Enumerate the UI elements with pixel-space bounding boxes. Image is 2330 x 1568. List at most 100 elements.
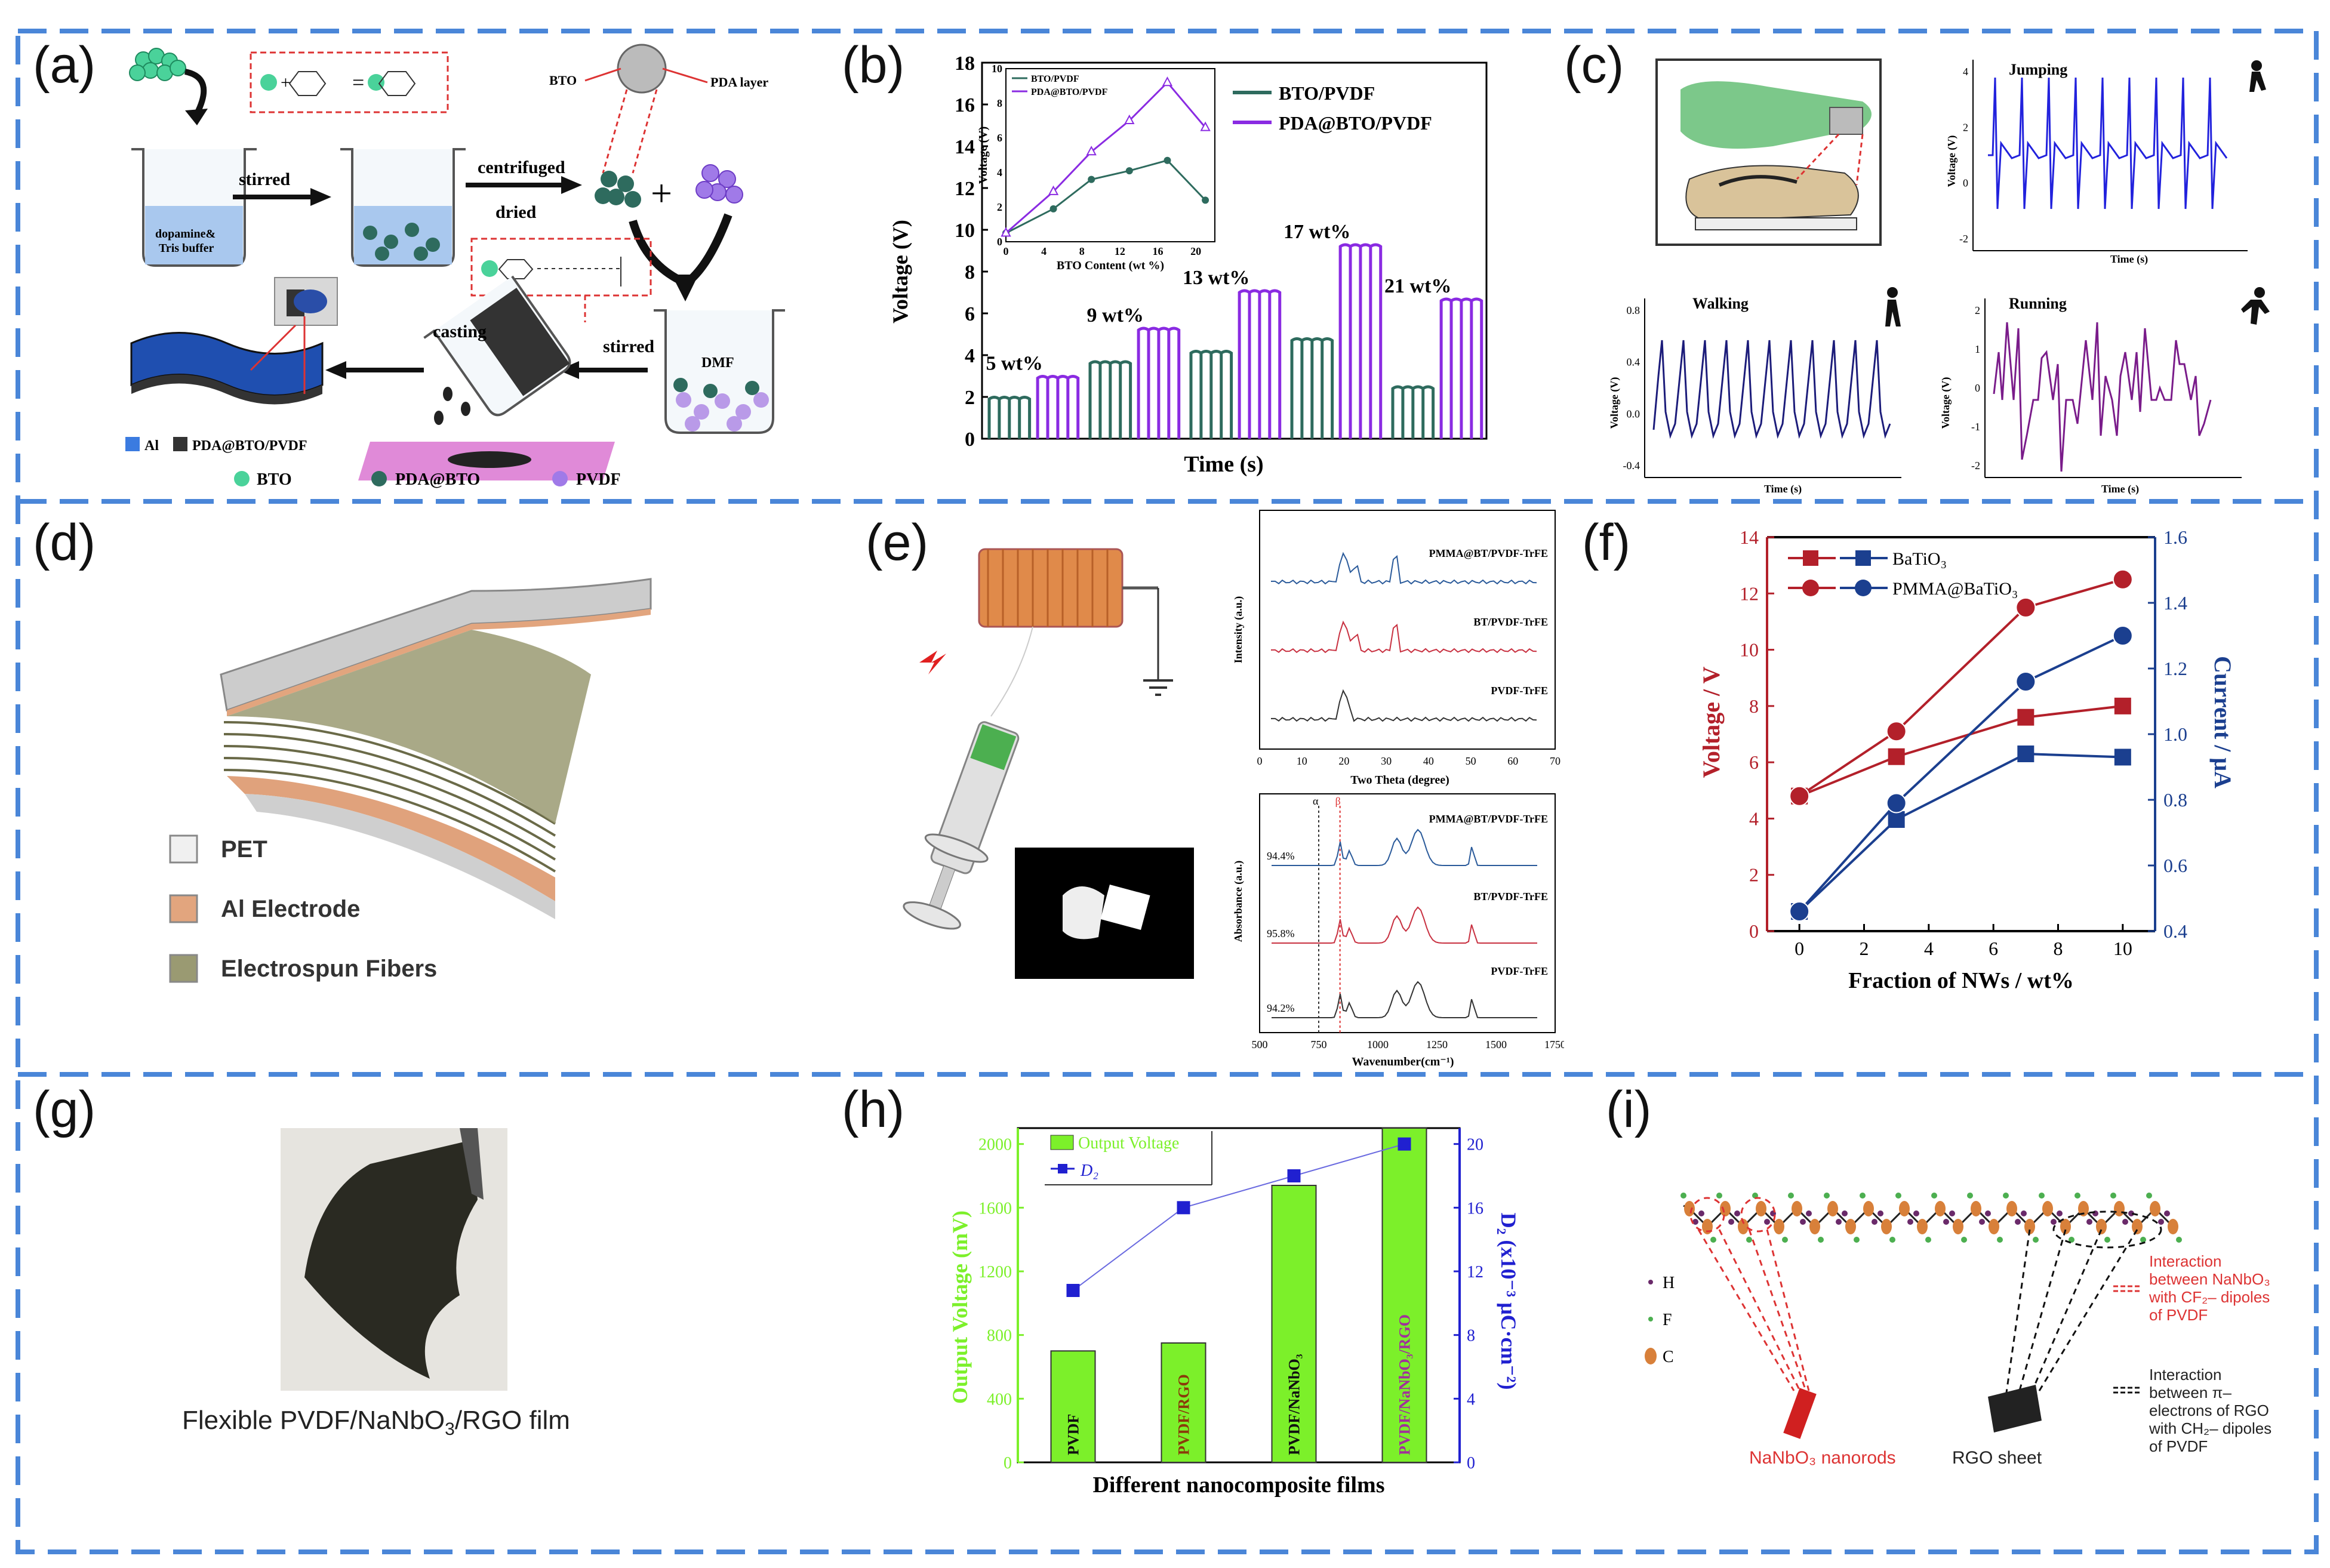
inset-ytick: 2 [997, 201, 1002, 213]
panel-d-label: (d) [33, 514, 96, 571]
side-atom [1800, 1219, 1806, 1225]
h-bar [1050, 1350, 1096, 1464]
svg-text:dried: dried [495, 202, 537, 222]
c-tick: 4 [1963, 66, 1968, 78]
pour-arrow [184, 69, 207, 115]
f-ytick-right-label: 1.6 [2163, 526, 2187, 548]
panel-a-schematic: + = dopamine& Tris buffer stirred stirre… [125, 44, 785, 489]
ftir-xtick: 1500 [1485, 1039, 1507, 1051]
c-tick: 2 [1963, 121, 1968, 133]
carbon-atom [2132, 1219, 2143, 1234]
side-atom [1746, 1237, 1752, 1243]
c-tick: 0.4 [1627, 356, 1640, 368]
inset-legend-2: PDA@BTO/PVDF [1031, 87, 1108, 97]
h-dr-point [1287, 1169, 1301, 1182]
ftir-area [1259, 793, 1556, 1033]
f-xlabel: Fraction of NWs / wt% [1848, 968, 2074, 993]
f-xtick-label: 0 [1795, 938, 1804, 959]
int2-line5: of PVDF [2149, 1437, 2208, 1455]
ftir-xtick: 500 [1252, 1039, 1268, 1051]
inset-line-0 [1005, 159, 1206, 234]
carbon-atom [2150, 1201, 2160, 1216]
inset-ytick: 6 [997, 132, 1002, 144]
svg-text:DMF: DMF [701, 355, 734, 371]
inset-point [1164, 156, 1171, 164]
xrd-xlabel: Two Theta (degree) [1350, 774, 1449, 787]
side-atom [2176, 1237, 2182, 1243]
int1-line4: of PVDF [2149, 1306, 2208, 1324]
jumping-plot: 4 2 0 -2 [1959, 60, 2248, 251]
f-ytick-left-label: 0 [1749, 920, 1759, 942]
h-ytick-right-label: 16 [1467, 1199, 1483, 1218]
walking-waveform [1652, 340, 1891, 439]
side-atom [1764, 1219, 1770, 1225]
f-xtick-label: 8 [2054, 938, 2063, 959]
side-atom [2164, 1210, 2170, 1216]
xrd-trace [1271, 552, 1537, 585]
panel-b-chart: Voltage (V) Time (s) 0 2 4 6 8 10 12 14 16 18 5 wt… [888, 53, 1488, 477]
carbon-atom [1863, 1201, 1874, 1216]
b-ytick-label: 18 [955, 53, 975, 75]
carbon-atom [2096, 1219, 2107, 1234]
xrd-area [1259, 510, 1556, 750]
f-xtick-label: 4 [1924, 938, 1934, 959]
f-xtick-label: 10 [2113, 938, 2132, 959]
carbon-atom [1881, 1219, 1892, 1234]
svg-text:dopamine&: dopamine& [155, 227, 216, 241]
side-atom [1818, 1237, 1824, 1243]
b-ytick-label: 8 [965, 261, 975, 284]
b-group-label: 21 wt% [1384, 275, 1451, 297]
b-ytick-label: 6 [965, 303, 975, 325]
side-atom [2015, 1219, 2021, 1225]
b-xlabel: Time (s) [1184, 452, 1263, 477]
running-plot: 2 1 0 -1 -2 [1971, 298, 2242, 478]
beta-label: β [1335, 795, 1341, 807]
f-point [2015, 597, 2036, 618]
inset-point [1048, 185, 1059, 195]
carbon-atom [2042, 1201, 2053, 1216]
cyan-particles [129, 48, 186, 81]
side-atom [1907, 1219, 1913, 1225]
ftir-label: BT/PVDF-TrFE [1473, 891, 1548, 902]
b-group-label: 5 wt% [986, 353, 1043, 375]
b-inset: 0 4 8 12 16 20 0 2 4 6 8 10 BTO Content (wt %) Voltag… [977, 63, 1215, 272]
carbon-atom [1684, 1201, 1695, 1216]
b-ylabel: Voltage (V) [888, 220, 912, 324]
side-atom [1806, 1210, 1812, 1216]
inset-line-1 [1005, 81, 1206, 234]
side-atom [1877, 1210, 1883, 1216]
svg-text:PDA@BTO: PDA@BTO [395, 470, 480, 489]
c-tick: 0 [1963, 177, 1968, 189]
side-atom [2128, 1210, 2134, 1216]
inset-point [1001, 227, 1011, 237]
carbon-atom [1845, 1219, 1856, 1234]
ftir-xtick: 1750 [1544, 1039, 1564, 1051]
nanorods-label: NaNbO₃ nanorods [1749, 1448, 1896, 1468]
xrd-chart: 0 10 20 30 40 50 60 70 PMMA@BT/PVDF-TrFE BT/PVDF-… [1257, 510, 1560, 767]
xrd-label: BT/PVDF-TrFE [1473, 616, 1548, 628]
ftir-chart: 500 750 1000 1250 1500 1750 α β PMMA@BT/PVDF-TrF… [1252, 793, 1564, 1051]
f-ylabel-left: Voltage / V [1698, 667, 1725, 778]
run-voltage: Voltage (V) [1940, 377, 1952, 429]
h-bar [1271, 1185, 1317, 1463]
jumping-waveform [1988, 77, 2228, 210]
carbon-atom [1989, 1219, 1999, 1234]
h-bar-label: PVDF/NaNbO₃/RGO [1396, 1314, 1414, 1455]
panel-i-label: (i) [1606, 1081, 1652, 1138]
side-atom [1979, 1219, 1985, 1225]
xrd-xtick: 10 [1297, 755, 1307, 767]
f-legend-2: PMMA@BaTiO₃ [1892, 579, 2018, 599]
f-xtick-label: 2 [1860, 938, 1869, 959]
xrd-trace [1271, 689, 1537, 722]
carbon-atom [2168, 1219, 2178, 1234]
h-dr-point [1066, 1284, 1080, 1297]
b-ytick-label: 12 [955, 178, 975, 200]
run-time: Time (s) [2101, 483, 2139, 495]
f-ytick-left-label: 8 [1749, 695, 1759, 717]
side-atom [1824, 1193, 1830, 1199]
h-ytick-left-label: 400 [987, 1390, 1012, 1409]
panel-f-chart: Voltage / V Current / μA Fraction of NWs… [1698, 526, 2236, 993]
carbon-atom [1720, 1201, 1731, 1216]
b-signal-bto [987, 396, 1032, 439]
h-ytick-right-label: 0 [1467, 1454, 1475, 1472]
